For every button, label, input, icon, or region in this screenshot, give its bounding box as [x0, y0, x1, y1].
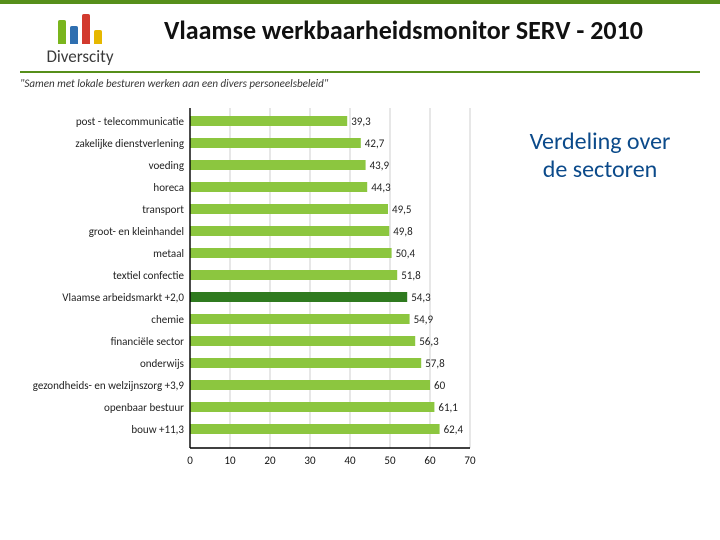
category-label: metaal: [153, 247, 184, 260]
category-label: onderwijs: [140, 357, 184, 370]
category-label: post - telecommunicatie: [76, 115, 185, 128]
bar: [190, 424, 440, 434]
category-label: voeding: [149, 159, 184, 172]
bar: [190, 182, 367, 192]
bar: [190, 292, 407, 302]
bar: [190, 380, 430, 390]
category-label: bouw +11,3: [131, 423, 184, 436]
value-label: 43,9: [370, 159, 390, 172]
category-label: openbaar bestuur: [104, 401, 184, 414]
logo-text: Diverscity: [46, 46, 113, 67]
value-label: 49,8: [393, 225, 413, 238]
x-tick-label: 60: [424, 454, 436, 467]
category-label: textiel confectie: [113, 269, 185, 282]
bar: [190, 336, 415, 346]
value-label: 39,3: [351, 115, 371, 128]
x-tick-label: 30: [304, 454, 316, 467]
bar: [190, 138, 361, 148]
subtitle-line1: Verdeling over: [490, 128, 710, 156]
category-label: gezondheids- en welzijnszorg +3,9: [33, 379, 185, 392]
logo-bar-icon: [58, 20, 66, 44]
subtitle-line2: de sectoren: [490, 156, 710, 184]
subtitle: Verdeling over de sectoren: [490, 98, 710, 478]
value-label: 50,4: [396, 247, 416, 260]
category-label: Vlaamse arbeidsmarkt +2,0: [62, 291, 184, 304]
logo-bars-icon: [58, 10, 102, 44]
category-label: chemie: [151, 313, 184, 326]
value-label: 49,5: [392, 203, 411, 216]
category-label: transport: [142, 203, 184, 216]
x-tick-label: 40: [344, 454, 356, 467]
bar: [190, 226, 389, 236]
chart-container: 0 10 20 30 40 50 60 70 post - telecommunicatie 39…: [10, 98, 490, 478]
category-label: horeca: [153, 181, 184, 194]
sector-bar-chart: 0 10 20 30 40 50 60 70 post - telecommunicatie 39…: [10, 98, 490, 478]
value-label: 56,3: [419, 335, 439, 348]
logo-bar-icon: [70, 26, 78, 44]
x-tick-label: 70: [464, 454, 476, 467]
page-title: Vlaamse werkbaarheidsmonitor SERV - 2010: [164, 14, 643, 46]
logo-bar-icon: [94, 30, 102, 44]
bar: [190, 116, 347, 126]
tagline: "Samen met lokale besturen werken aan ee…: [0, 75, 720, 98]
value-label: 44,3: [371, 181, 391, 194]
x-tick-label: 20: [264, 454, 276, 467]
value-label: 42,7: [365, 137, 385, 150]
category-label: financiële sector: [111, 335, 185, 348]
bar: [190, 358, 421, 368]
category-label: zakelijke dienstverlening: [75, 137, 184, 150]
value-label: 62,4: [444, 423, 464, 436]
bar: [190, 402, 434, 412]
logo-bar-icon: [82, 14, 90, 44]
x-tick-label: 50: [384, 454, 396, 467]
bar: [190, 204, 388, 214]
logo: Diverscity: [20, 10, 140, 67]
body: 0 10 20 30 40 50 60 70 post - telecommunicatie 39…: [0, 98, 720, 478]
bar: [190, 270, 397, 280]
x-tick-label: 0: [187, 454, 193, 467]
value-label: 60: [434, 379, 446, 392]
value-label: 61,1: [438, 401, 458, 414]
x-tick-label: 10: [224, 454, 236, 467]
value-label: 54,3: [411, 291, 431, 304]
header: Diverscity Vlaamse werkbaarheidsmonitor …: [0, 4, 720, 67]
category-label: groot- en kleinhandel: [89, 225, 184, 238]
value-label: 51,8: [401, 269, 421, 282]
bar: [190, 314, 410, 324]
value-label: 57,8: [425, 357, 445, 370]
value-label: 54,9: [414, 313, 434, 326]
bar: [190, 160, 366, 170]
header-underline: [20, 71, 700, 73]
bar: [190, 248, 392, 258]
